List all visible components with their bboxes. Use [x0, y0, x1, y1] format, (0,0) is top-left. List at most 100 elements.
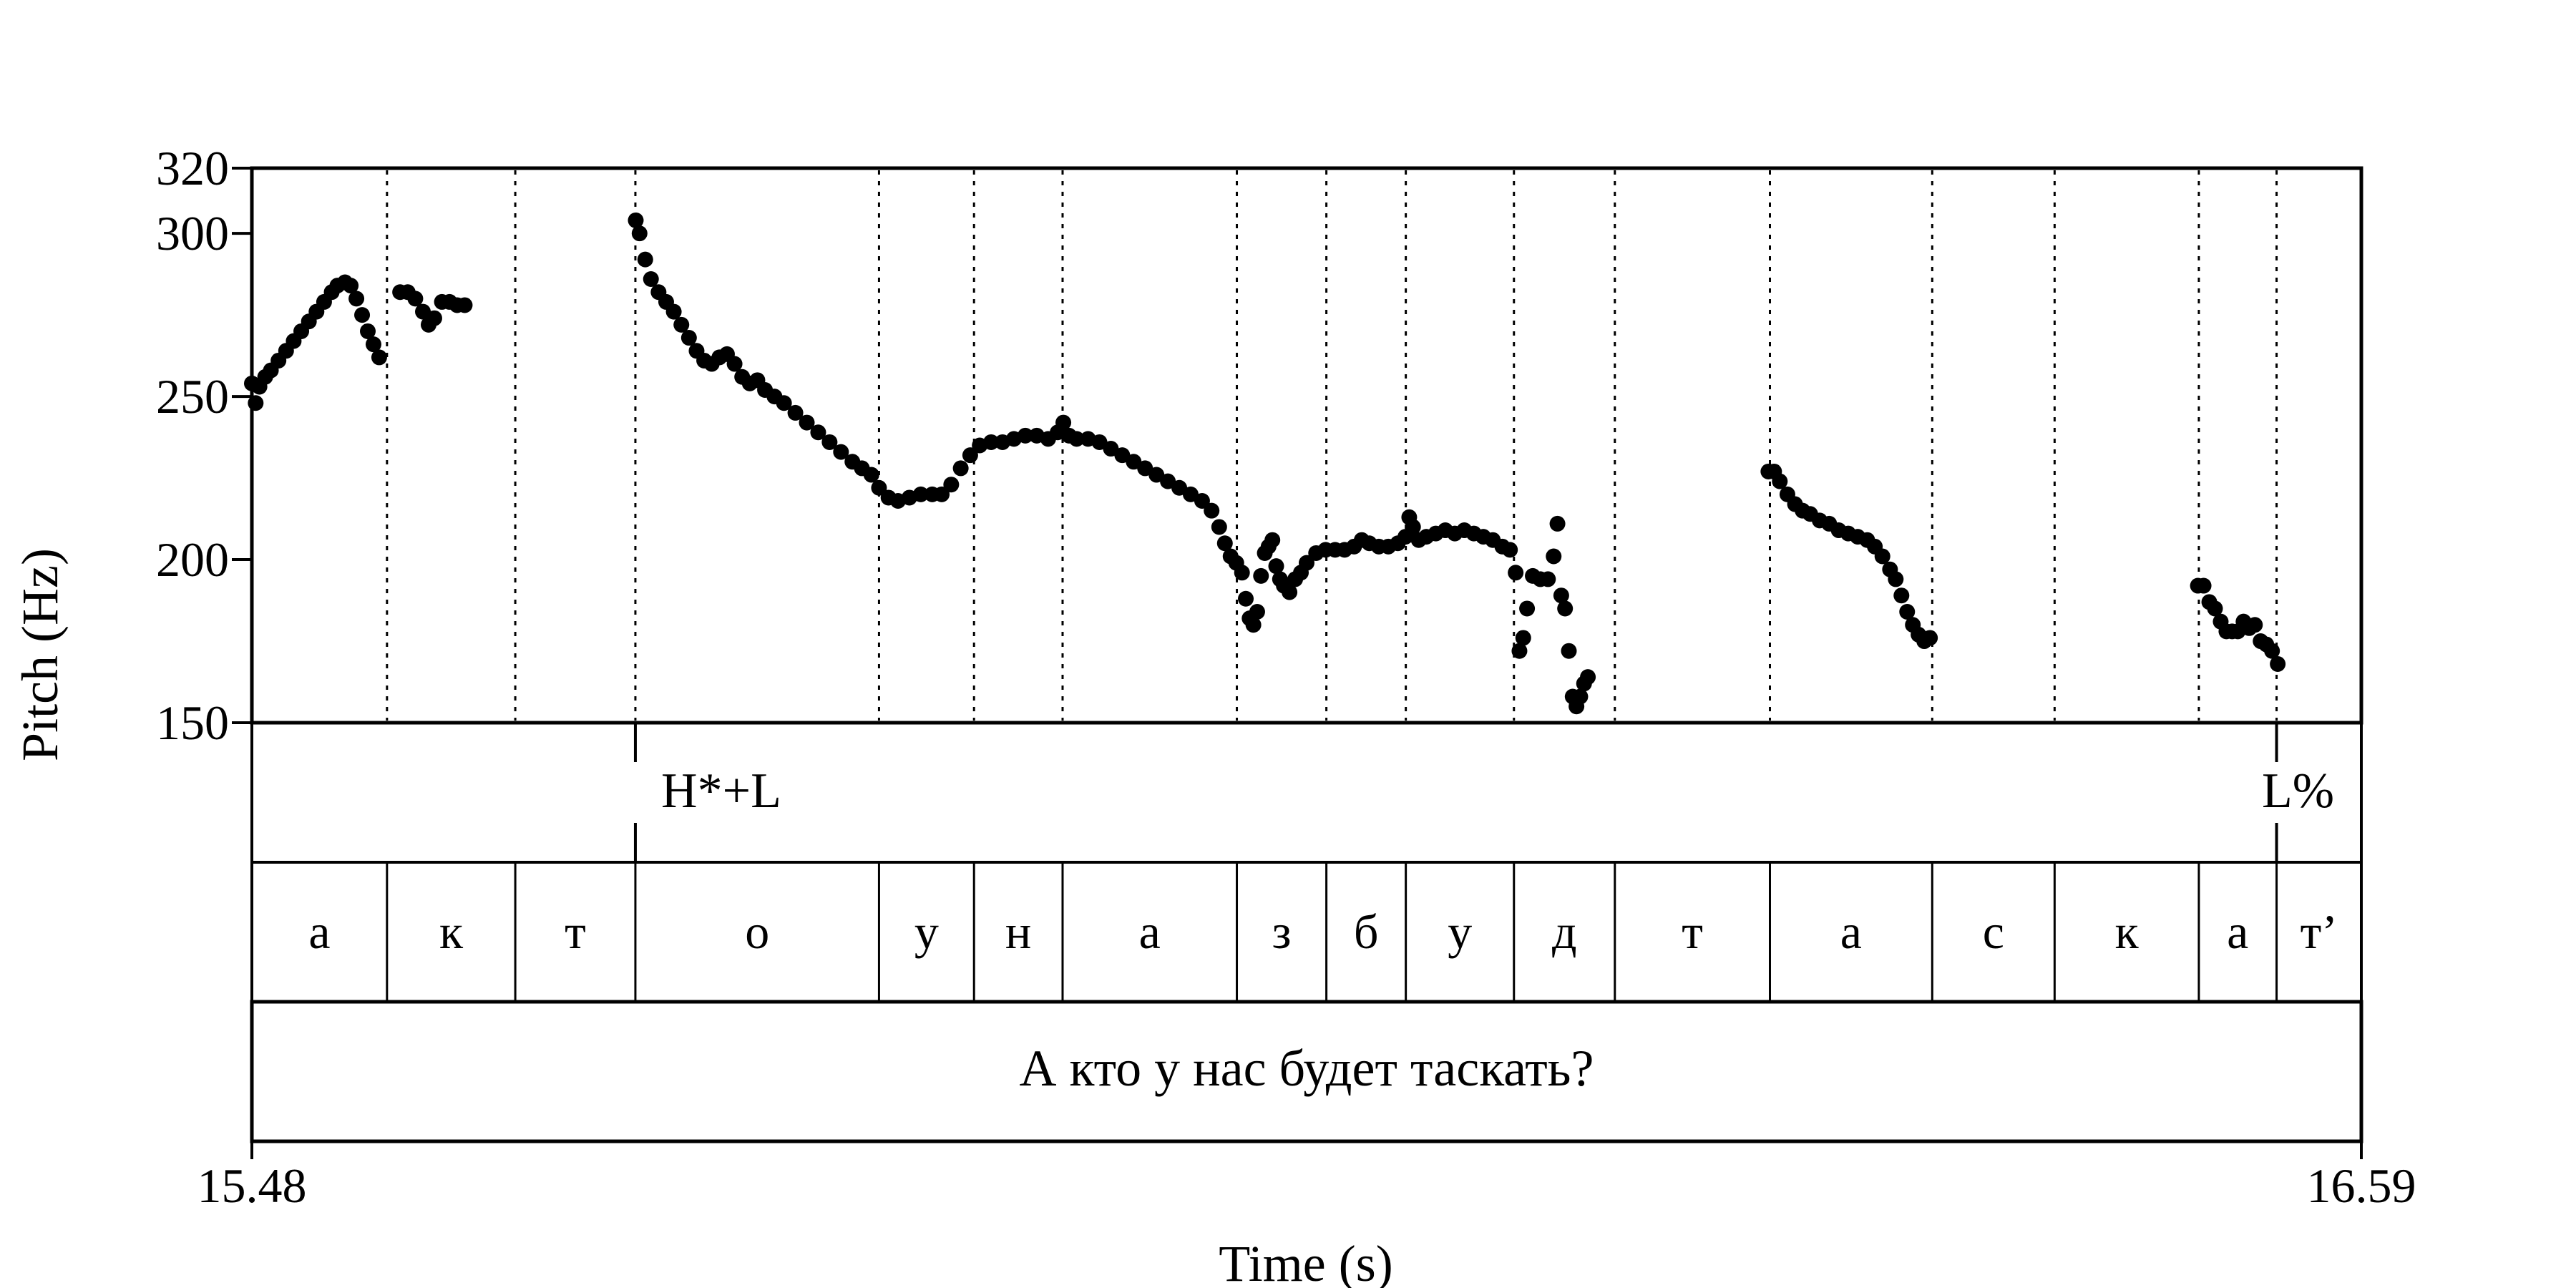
segment-label: т’	[2301, 904, 2338, 959]
pitch-point	[628, 212, 644, 228]
pitch-point	[643, 271, 659, 287]
pitch-point	[426, 310, 442, 326]
tone-label: H*+L	[661, 763, 781, 819]
pitch-point	[952, 460, 969, 477]
pitch-point	[1511, 643, 1528, 659]
pitch-point	[726, 356, 743, 372]
pitch-point	[407, 291, 424, 307]
segment-boundary-lines	[386, 170, 2278, 721]
pitch-point	[1238, 590, 1254, 607]
pitch-point	[2247, 617, 2263, 633]
y-axis-ticks: 150 200 250 300 320	[156, 141, 252, 750]
pitch-point	[680, 330, 697, 346]
pitch-point	[1245, 617, 1262, 633]
pitch-point	[457, 297, 473, 313]
pitch-point	[863, 467, 879, 483]
pitch-point	[1253, 567, 1269, 584]
pitch-point	[1055, 414, 1072, 431]
pitch-point	[821, 434, 838, 450]
segment-label: к	[439, 904, 464, 959]
segment-label: т	[1682, 904, 1703, 959]
pitch-point	[912, 486, 929, 502]
pitch-point	[631, 225, 648, 242]
pitch-point	[673, 316, 690, 333]
y-axis-title: Pitch (Hz)	[11, 548, 69, 761]
pitch-point	[1148, 467, 1165, 483]
tone-tier: H*+L L%	[633, 723, 2334, 862]
segment-label: т	[565, 904, 586, 959]
sentence-tier-frame	[250, 1000, 2363, 1143]
pitch-point	[810, 424, 826, 441]
pitch-point	[1772, 473, 1788, 489]
pitch-point	[776, 395, 792, 411]
pitch-point	[983, 434, 1000, 450]
segment-label: а	[1139, 904, 1161, 959]
pitch-point	[1126, 454, 1142, 470]
pitch-point	[934, 486, 950, 502]
pitch-point	[787, 404, 804, 421]
segment-label: к	[2115, 904, 2140, 959]
y-tick-label: 150	[156, 696, 229, 750]
pitch-point	[1874, 548, 1890, 565]
pitch-point	[1204, 502, 1220, 519]
x-axis-ticks: 15.48 16.59	[197, 1141, 2416, 1213]
segment-tier: а к т о у н а з б у д т а с к а т’	[308, 862, 2338, 1002]
pitch-points-layer	[244, 212, 2286, 715]
pitch-point	[1405, 519, 1421, 535]
pitch-point	[1068, 431, 1085, 447]
pitch-point	[354, 307, 371, 323]
pitch-point	[1893, 587, 1910, 604]
pitch-point	[1549, 515, 1566, 532]
pitch-point	[1234, 565, 1250, 581]
pitch-point	[343, 278, 359, 294]
y-tick-label: 320	[156, 141, 229, 195]
pitch-point	[1091, 434, 1108, 450]
segment-label: с	[1983, 904, 2004, 959]
pitch-point	[1502, 542, 1518, 558]
sentence-label: А кто у нас будет таскать?	[1020, 1040, 1594, 1097]
pitch-point	[1580, 669, 1596, 686]
pitch-point	[1137, 460, 1153, 477]
pitch-point	[360, 323, 376, 339]
pitch-point	[1557, 600, 1574, 617]
pitch-point	[1282, 584, 1298, 600]
pitch-point	[665, 303, 682, 320]
pitch-point	[1249, 604, 1265, 620]
pitch-point	[1194, 493, 1210, 509]
segment-label: а	[2227, 904, 2248, 959]
segment-label: а	[1840, 904, 1862, 959]
pitch-point	[1888, 571, 1904, 587]
pitch-point	[799, 414, 815, 431]
segment-label: у	[914, 904, 939, 959]
segment-label: у	[1448, 904, 1472, 959]
pitch-point	[1103, 441, 1119, 457]
pitch-point	[1572, 688, 1589, 705]
pitch-point	[371, 349, 387, 366]
pitch-point	[1211, 519, 1227, 535]
pitch-point	[1519, 600, 1536, 617]
segment-label: б	[1354, 904, 1379, 959]
pitch-point	[1171, 479, 1188, 496]
pitch-point	[1553, 587, 1569, 604]
x-tick-label: 16.59	[2307, 1158, 2416, 1213]
pitch-point	[2270, 655, 2286, 672]
pitch-point	[637, 251, 653, 268]
segment-label: а	[308, 904, 330, 959]
pitch-point	[1561, 643, 1577, 659]
pitch-point	[943, 477, 960, 493]
pitch-point	[1508, 565, 1524, 581]
y-tick-label: 200	[156, 532, 229, 587]
pitch-point	[871, 479, 887, 496]
pitch-point	[348, 291, 365, 307]
pitch-point	[1216, 535, 1233, 552]
pitch-point	[1017, 427, 1033, 444]
segment-label: з	[1272, 904, 1292, 959]
segment-label: н	[1005, 904, 1031, 959]
pitch-point	[1546, 548, 1562, 565]
pitch-point	[365, 336, 381, 353]
pitch-point	[1268, 558, 1284, 575]
pitch-point	[1264, 532, 1281, 548]
pitch-point	[1160, 473, 1176, 489]
pitch-point	[1540, 571, 1556, 587]
